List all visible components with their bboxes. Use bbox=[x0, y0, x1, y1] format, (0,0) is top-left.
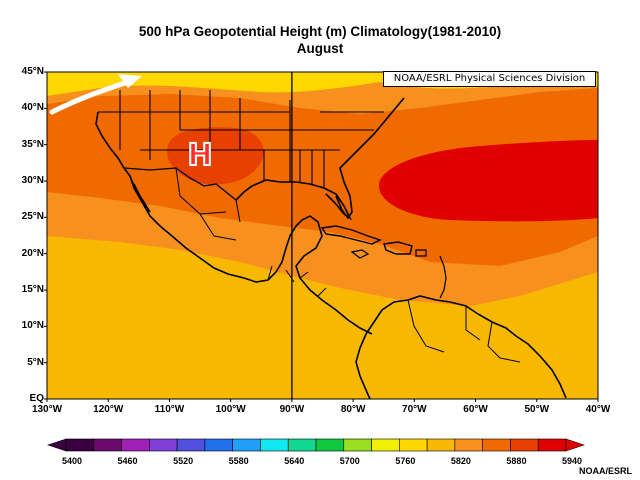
island-hispaniola bbox=[383, 241, 413, 255]
colorbar-swatch bbox=[454, 438, 483, 452]
colorbar-swatch bbox=[315, 438, 345, 452]
lon-label: 90°W bbox=[279, 404, 305, 415]
band-5910-east bbox=[378, 140, 598, 222]
colorbar-swatch bbox=[510, 438, 539, 452]
lat-label: 40°N bbox=[21, 102, 44, 114]
chart-title: 500 hPa Geopotential Height (m) Climatol… bbox=[138, 24, 502, 39]
lon-label: 110°W bbox=[154, 404, 185, 415]
us-mexico-border bbox=[123, 167, 237, 201]
colorbar-swatch bbox=[482, 438, 511, 452]
lat-label: 20°N bbox=[21, 247, 44, 259]
lon-label: 70°W bbox=[402, 404, 427, 415]
colorbar-label: 5940 bbox=[561, 456, 583, 466]
colorbar-label: 5460 bbox=[117, 456, 138, 466]
chart-subtitle: August bbox=[296, 41, 344, 56]
island-jamaica bbox=[350, 249, 370, 259]
lat-label: 25°N bbox=[21, 211, 44, 223]
lon-label: 60°W bbox=[463, 404, 488, 415]
lat-label: 10°N bbox=[21, 320, 44, 332]
credit-bottom: NOAA/ESRL bbox=[578, 466, 632, 476]
colorbar-left-triangle bbox=[47, 438, 67, 452]
colorbar-swatch bbox=[287, 438, 317, 452]
lon-label: 80°W bbox=[340, 404, 366, 415]
lat-label: 5°N bbox=[27, 356, 44, 368]
lon-ticks bbox=[46, 399, 599, 402]
lat-label: 45°N bbox=[21, 66, 44, 77]
jet-stream-arrow-head bbox=[118, 74, 142, 88]
colorbar-label: 5820 bbox=[450, 456, 471, 466]
colorbar-swatch bbox=[121, 438, 150, 452]
lat-ticks bbox=[44, 71, 47, 400]
coast-florida bbox=[335, 97, 405, 220]
colorbar-swatch bbox=[399, 438, 428, 452]
coast-south-america-west bbox=[355, 333, 371, 399]
lon-label: 40°W bbox=[585, 404, 611, 415]
lat-label: EQ bbox=[29, 393, 44, 404]
lat-label: 35°N bbox=[21, 138, 44, 150]
lat-label: 30°N bbox=[21, 175, 44, 186]
island-arc bbox=[439, 255, 447, 299]
height-field bbox=[47, 72, 598, 399]
colorbar-right-triangle bbox=[565, 438, 585, 452]
lon-label: 100°W bbox=[215, 404, 246, 415]
us-state-borders bbox=[98, 90, 384, 188]
colorbar-swatch bbox=[149, 438, 178, 452]
colorbar-swatch bbox=[343, 438, 372, 452]
colorbar-swatch bbox=[232, 438, 261, 452]
colorbar-swatch bbox=[371, 438, 400, 452]
colorbar-label: 5640 bbox=[284, 456, 305, 466]
coast-south-america bbox=[365, 295, 567, 399]
colorbar-swatch bbox=[260, 438, 289, 452]
colorbar-swatch bbox=[204, 438, 233, 452]
island-cuba bbox=[320, 225, 382, 245]
central-america-borders bbox=[267, 265, 327, 297]
colorbar-label: 5520 bbox=[173, 456, 194, 466]
colorbar bbox=[47, 438, 585, 452]
coast-baja bbox=[129, 175, 151, 213]
plot-frame bbox=[46, 71, 599, 400]
colorbar-label: 5580 bbox=[228, 456, 249, 466]
colorbar-label: 5400 bbox=[61, 456, 83, 466]
lon-label: 130°W bbox=[31, 404, 63, 415]
colorbar-swatch bbox=[93, 438, 122, 452]
credit-box: NOAA/ESRL Physical Sciences Division bbox=[383, 71, 596, 87]
high-pressure-label: H bbox=[186, 137, 213, 173]
colorbar-label: 5880 bbox=[506, 456, 527, 466]
jet-stream-arrow bbox=[49, 79, 131, 115]
lat-label: 15°N bbox=[21, 284, 44, 295]
island-puerto-rico bbox=[415, 249, 427, 257]
colorbar-swatch bbox=[65, 438, 95, 452]
colorbar-label: 5760 bbox=[395, 456, 416, 466]
lon-label: 50°W bbox=[524, 404, 550, 415]
south-america-borders bbox=[407, 299, 521, 363]
colorbar-label: 5700 bbox=[339, 456, 360, 466]
lon-label: 120°W bbox=[93, 404, 124, 415]
colorbar-swatch bbox=[426, 438, 456, 452]
mexico-state-borders bbox=[175, 167, 241, 241]
colorbar-swatch bbox=[537, 438, 567, 452]
colorbar-swatch bbox=[176, 438, 206, 452]
